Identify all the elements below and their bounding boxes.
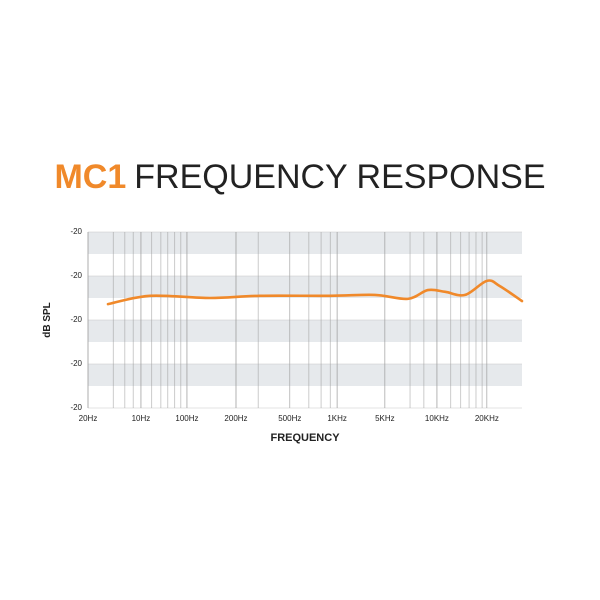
y-tick-label: -20 [70,359,82,368]
title-highlight: MC1 [54,158,126,196]
y-tick-label: -20 [70,315,82,324]
x-tick-label: 200Hz [224,414,247,423]
y-axis-label: dB SPL [42,302,53,338]
x-tick-label: 20KHz [475,414,499,423]
x-tick-label: 10KHz [425,414,449,423]
x-axis-label: FREQUENCY [270,432,340,444]
x-tick-label: 20Hz [79,414,98,423]
plot-area: -20 -20 -20 -20 -20 20Hz 10Hz 100Hz 200Hz 500Hz 1K… [70,227,524,423]
band [88,232,522,254]
y-tick-label: -20 [70,271,82,280]
band [88,320,522,342]
y-tick-label: -20 [70,403,82,412]
y-tick-label: -20 [70,227,82,236]
x-tick-label: 1KHz [327,414,347,423]
x-tick-label: 10Hz [132,414,151,423]
band [88,276,522,298]
x-tick-label: 500Hz [278,414,301,423]
chart-title: MC1 FREQUENCY RESPONSE [54,158,545,196]
x-tick-label: 100Hz [175,414,198,423]
x-tick-label: 5KHz [375,414,395,423]
title-rest: FREQUENCY RESPONSE [134,158,545,196]
band [88,364,522,386]
response-line [106,279,524,306]
